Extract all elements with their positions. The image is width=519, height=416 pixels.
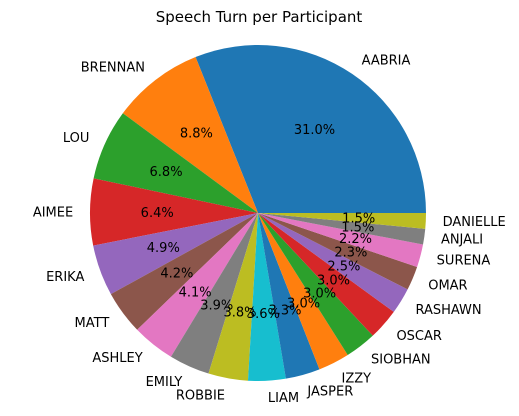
percent-label-siobhan: 3.0%	[303, 286, 336, 301]
pie-slice-robbie	[208, 213, 258, 381]
pie-slice-ashley	[137, 213, 258, 357]
slice-label-aabria: AABRIA	[362, 53, 411, 68]
pie-slice-lou	[93, 113, 258, 213]
pie-slice-omar	[258, 213, 418, 290]
pie-slice-jasper	[258, 213, 320, 379]
percent-label-surena: 2.2%	[339, 232, 372, 247]
percent-label-aimee: 6.4%	[141, 206, 174, 221]
slice-label-brennan: BRENNAN	[81, 60, 145, 75]
slice-label-robbie: ROBBIE	[176, 388, 225, 403]
slice-label-aimee: AIMEE	[33, 205, 73, 220]
pie-slice-emily	[170, 213, 258, 374]
pie-slice-erika	[93, 213, 258, 295]
slice-label-erika: ERIKA	[46, 270, 84, 285]
percent-label-matt: 4.2%	[160, 266, 193, 281]
pie-slice-liam	[247, 213, 286, 381]
percent-label-erika: 4.9%	[147, 241, 180, 256]
slice-label-jasper: JASPER	[306, 385, 353, 400]
pie-slice-oscar	[258, 213, 394, 336]
percent-label-oscar: 3.0%	[317, 273, 350, 288]
percent-label-brennan: 8.8%	[180, 127, 213, 142]
slice-label-surena: SURENA	[437, 254, 491, 269]
pie-slice-brennan	[122, 57, 258, 213]
slice-label-omar: OMAR	[428, 278, 467, 293]
slice-label-liam: LIAM	[268, 391, 299, 406]
percent-label-izzy: 3.0%	[287, 296, 320, 311]
percent-label-lou: 6.8%	[150, 165, 183, 180]
slice-label-rashawn: RASHAWN	[415, 303, 481, 318]
percent-label-jasper: 3.3%	[268, 304, 301, 319]
chart-title: Speech Turn per Participant	[156, 8, 363, 26]
pie-slice-surena	[258, 213, 424, 268]
percent-label-danielle: 1.5%	[342, 211, 375, 226]
slice-label-danielle: DANIELLE	[443, 215, 506, 230]
slice-label-siobhan: SIOBHAN	[371, 353, 431, 368]
pie-slice-rashawn	[258, 213, 408, 312]
percent-label-anjali: 1.5%	[341, 221, 374, 236]
slice-label-izzy: IZZY	[342, 371, 372, 386]
slice-label-oscar: OSCAR	[396, 329, 442, 344]
pie-slice-danielle	[258, 213, 426, 229]
pie-slice-siobhan	[258, 213, 373, 356]
pie-slice-aabria	[195, 44, 426, 213]
slice-label-anjali: ANJALI	[441, 233, 483, 248]
slice-labels: AABRIA BRENNAN LOU AIMEE ERIKA MATT ASHLEY EMIL…	[33, 53, 506, 406]
percent-label-emily: 3.9%	[200, 298, 233, 313]
percent-label-omar: 2.3%	[334, 246, 367, 261]
slice-label-matt: MATT	[75, 316, 110, 331]
percent-label-rashawn: 2.5%	[327, 259, 360, 274]
percent-label-robbie: 3.8%	[223, 306, 256, 321]
percent-label-liam: 3.6%	[247, 307, 280, 322]
pie-slice-aimee	[90, 178, 258, 246]
pie-slice-izzy	[258, 213, 348, 370]
slice-label-lou: LOU	[63, 131, 90, 146]
slice-label-ashley: ASHLEY	[92, 351, 142, 366]
pie-slice-matt	[110, 213, 258, 330]
percent-label-ashley: 4.1%	[179, 285, 212, 300]
slice-label-emily: EMILY	[146, 375, 183, 390]
percent-label-aabria: 31.0%	[294, 123, 335, 138]
pie-slices	[90, 44, 426, 381]
percent-labels: 31.0% 8.8% 6.8% 6.4% 4.9% 4.2% 4.1%3.9%3.8%3.6…	[141, 123, 376, 322]
pie-slice-anjali	[258, 213, 426, 245]
